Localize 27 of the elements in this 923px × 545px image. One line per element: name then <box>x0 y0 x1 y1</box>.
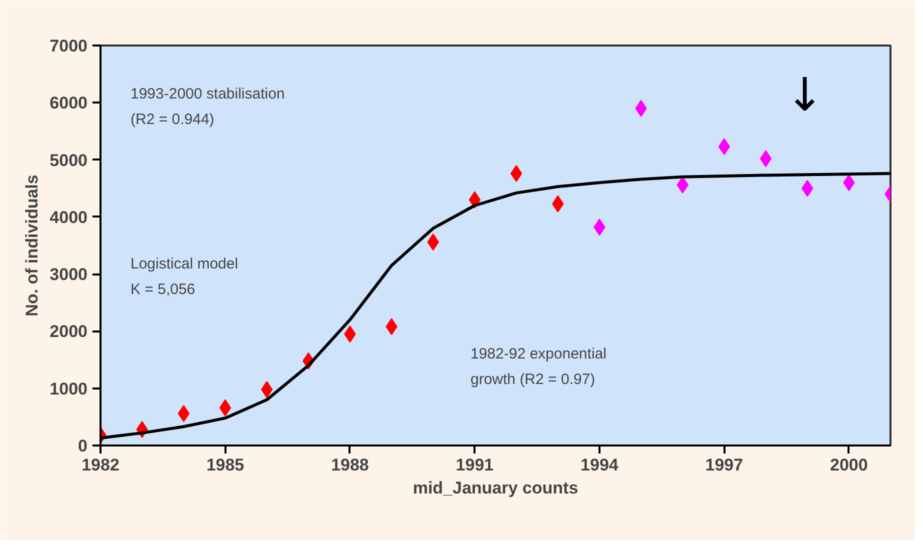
annotation: 1982-92 exponential growth (R2 = 0.97) <box>470 346 606 388</box>
x-axis-title: mid_January counts <box>412 478 578 498</box>
point <box>219 399 232 416</box>
annotation: Logistical model K = 5,056 <box>130 256 238 298</box>
annotation: ↓ <box>786 68 824 122</box>
point <box>760 150 772 168</box>
y-tick-label: 7000 <box>50 36 88 56</box>
y-tick-label: 4000 <box>50 208 88 227</box>
y-tick-label: 0 <box>78 436 88 456</box>
annotation: 1993-2000 stabilisation (R2 = 0.944) <box>130 86 285 128</box>
y-tick-label: 2000 <box>50 322 88 342</box>
point <box>178 405 190 422</box>
y-tick-label: 1000 <box>50 379 88 398</box>
x-tick-label: 1988 <box>331 456 369 474</box>
y-tick-label: 6000 <box>50 94 88 113</box>
x-tick-label: 1985 <box>206 456 244 474</box>
x-tick-label: 1991 <box>456 456 494 474</box>
y-axis-title: No. of individuals <box>22 174 42 316</box>
x-tick-label: 2000 <box>830 456 868 474</box>
y-tick-label: 3000 <box>50 265 88 284</box>
x-tick-label: 1997 <box>705 456 744 474</box>
y-tick-label: 5000 <box>50 150 88 170</box>
point <box>718 138 730 156</box>
x-tick-label: 1994 <box>580 456 619 474</box>
point <box>510 165 522 182</box>
x-tick-label: 1982 <box>82 456 120 474</box>
point <box>260 381 273 398</box>
